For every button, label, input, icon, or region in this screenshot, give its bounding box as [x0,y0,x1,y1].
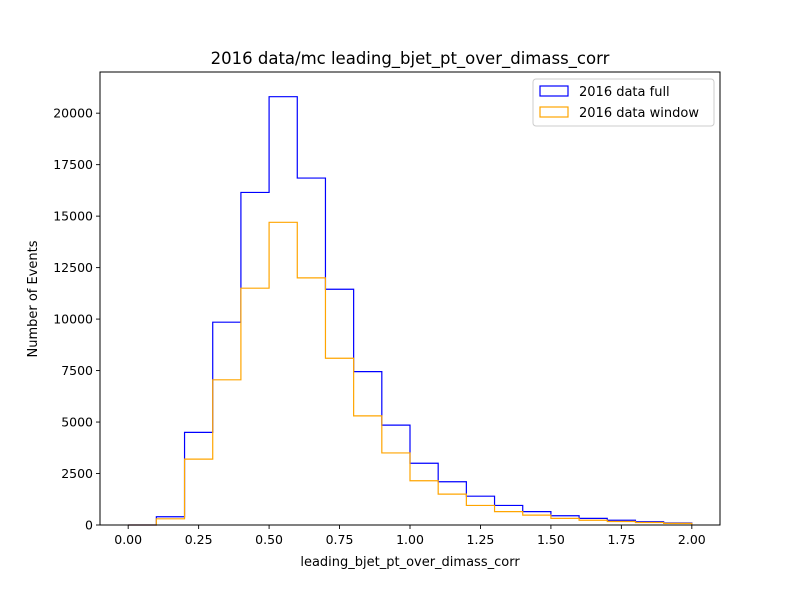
y-tick-label: 7500 [61,363,93,378]
series-step-line-2 [128,221,693,526]
x-tick-label: 0.25 [185,532,213,547]
x-tick-label: 1.25 [467,532,495,547]
series-layer [128,96,693,526]
legend-box [532,78,715,127]
legend: 2016 data full 2016 data window [532,78,715,127]
chart-title: 2016 data/mc leading_bjet_pt_over_dimass… [211,49,610,69]
y-tick-label: 2500 [61,466,93,481]
y-tick-label: 10000 [53,312,93,327]
x-tick-label: 0.75 [326,532,354,547]
x-tick-label: 0.50 [255,532,283,547]
legend-swatch-2 [539,106,569,118]
y-tick-label: 0 [85,518,93,533]
x-tick-label: 1.50 [537,532,565,547]
y-axis-label: Number of Events [26,240,41,357]
legend-label-1: 2016 data full [579,85,670,100]
legend-swatch-1 [539,85,569,97]
y-tick-label: 5000 [61,415,93,430]
y-tick-label: 17500 [53,157,93,172]
legend-label-2: 2016 data window [579,106,699,121]
y-tick-label: 20000 [53,106,93,121]
axes-layer: 0.00 0.25 0.50 0.75 1.00 1.25 1.50 1.75 2.00 0 250… [53,71,721,547]
y-tick-label: 12500 [53,260,93,275]
y-tick-label: 15000 [53,209,93,224]
x-tick-label: 0.00 [114,532,142,547]
x-tick-label: 1.00 [396,532,424,547]
x-tick-label: 1.75 [607,532,635,547]
x-tick-label: 2.00 [678,532,706,547]
x-axis-label: leading_bjet_pt_over_dimass_corr [300,555,520,570]
